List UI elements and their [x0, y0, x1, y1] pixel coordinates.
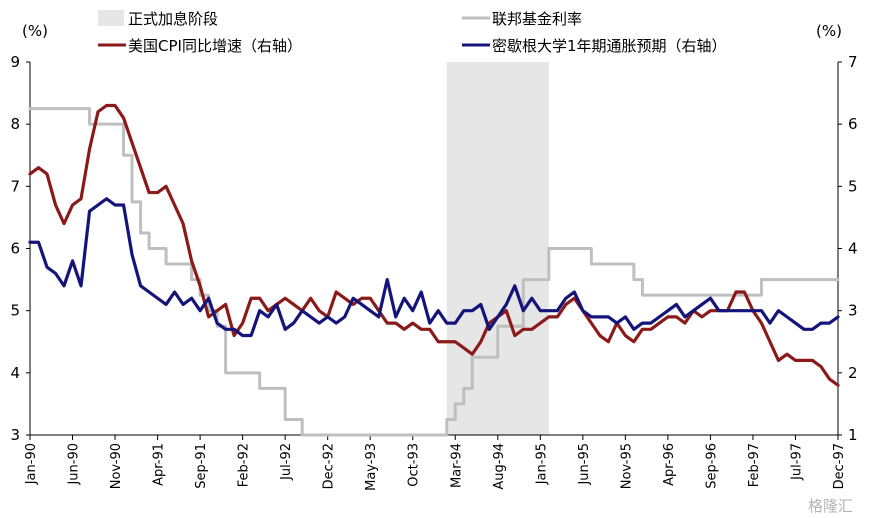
x-axis-tick-label: Jan-90: [24, 443, 39, 485]
x-axis-tick-label: Apr-96: [662, 443, 677, 486]
left-axis-tick-label: 9: [10, 53, 20, 71]
left-axis-tick-label: 7: [10, 177, 20, 195]
plot-frame: [26, 61, 842, 440]
x-axis-tick-label: Nov-95: [619, 443, 634, 489]
left-axis-tick-label: 8: [10, 115, 20, 133]
x-axis-tick-label: Nov-90: [109, 443, 124, 489]
right-axis-unit: (%): [816, 22, 842, 40]
x-axis-tick-label: Jul-97: [789, 443, 804, 481]
left-axis-tick-label: 3: [10, 426, 20, 444]
left-axis-unit: (%): [22, 22, 48, 40]
x-axis-tick-label: Sep-96: [704, 443, 719, 489]
x-axis-tick-label: Jan-95: [534, 443, 549, 485]
legend-label-hike-period: 正式加息阶段: [128, 10, 218, 28]
legend-label-michigan: 密歇根大学1年期通胀预期（右轴）: [492, 37, 727, 55]
x-axis-tick-label: Aug-94: [492, 443, 507, 490]
left-axis-tick-label: 4: [10, 364, 20, 382]
left-axis-tick-label: 5: [10, 302, 20, 320]
right-axis-tick-label: 7: [848, 53, 858, 71]
left-axis-tick-label: 6: [10, 240, 20, 258]
fed-funds-rate-line: [28, 107, 840, 437]
x-axis-tick-label: Dec-92: [322, 443, 337, 489]
x-axis-tick-label: Apr-91: [152, 443, 167, 486]
cpi-yoy-line: [28, 103, 840, 387]
watermark-text: 格隆汇: [808, 497, 853, 515]
x-axis-tick-label: Jun-90: [67, 443, 82, 486]
legend-label-fed-funds: 联邦基金利率: [492, 10, 582, 28]
legend-label-cpi: 美国CPI同比增速（右轴）: [128, 37, 302, 55]
x-axis-tick-label: Mar-94: [449, 443, 464, 488]
x-axis-tick-label: Sep-91: [194, 443, 209, 489]
legend: 正式加息阶段 联邦基金利率 美国CPI同比增速（右轴） 密歇根大学1年期通胀预期…: [98, 10, 727, 55]
x-axis-tick-label: Dec-97: [832, 443, 847, 489]
right-axis-tick-label: 5: [848, 177, 858, 195]
x-axis-tick-label: Jul-92: [279, 443, 294, 481]
rate-hike-period-band: [446, 62, 549, 435]
right-axis-tick-label: 1: [848, 426, 858, 444]
x-axis-tick-label: Feb-97: [747, 443, 762, 487]
x-axis-tick-label: Oct-93: [407, 443, 422, 487]
michigan-inflation-expectation-line: [28, 197, 840, 338]
series-lines: [28, 103, 840, 437]
x-axis-tick-label: Jun-95: [577, 443, 592, 486]
right-axis-tick-labels: 1 2 3 4 5 6 7: [848, 53, 858, 444]
x-axis-tick-label: May-93: [364, 443, 379, 491]
x-axis-tick-label: Feb-92: [237, 443, 252, 487]
right-axis-tick-label: 4: [848, 240, 858, 258]
left-axis-tick-labels: 3 4 5 6 7 8 9: [10, 53, 20, 444]
hike-period-rect: [446, 62, 549, 435]
right-axis-tick-label: 3: [848, 302, 858, 320]
right-axis-tick-label: 2: [848, 364, 858, 382]
x-axis-tick-labels: Jan-90 Jun-90 Nov-90 Apr-91 Sep-91 Feb-92 Jul-…: [24, 443, 847, 491]
legend-swatch-hike-period: [98, 10, 124, 26]
right-axis-tick-label: 6: [848, 115, 858, 133]
